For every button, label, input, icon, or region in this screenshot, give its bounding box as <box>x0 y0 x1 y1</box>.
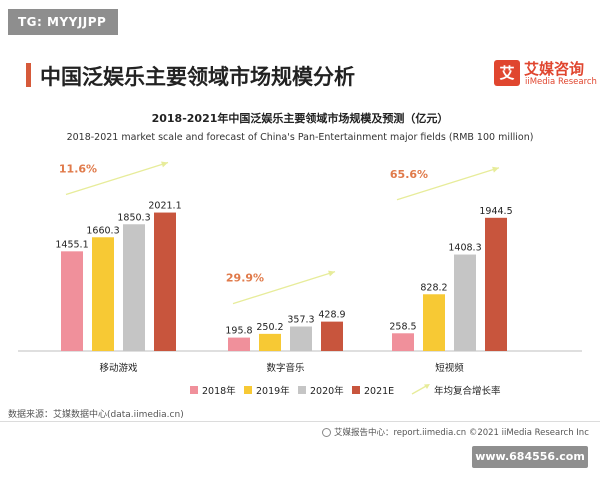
legend-swatch-3 <box>298 386 306 394</box>
data-label: 1408.3 <box>448 243 481 254</box>
growth-arrow-head <box>328 270 335 277</box>
growth-arrow-head <box>161 161 168 168</box>
data-source-text: 数据来源：艾媒数据中心(data.iimedia.cn) <box>8 410 184 420</box>
chart-title: 2018-2021年中国泛娱乐主要领域市场规模及预测（亿元） <box>152 111 449 125</box>
bar-1-4 <box>154 212 176 351</box>
title-accent-bar <box>26 63 31 87</box>
legend-growth-label: 年均复合增长率 <box>434 385 501 397</box>
bar-1-1 <box>61 251 83 351</box>
growth-arrow-line <box>232 271 336 305</box>
legend-growth-arrow-head <box>424 384 430 389</box>
brand-name-en: iiMedia Research <box>525 77 597 87</box>
legend-label: 2019年 <box>256 385 290 397</box>
bar-2-3 <box>290 326 312 351</box>
brand-mark-icon: 艾 <box>494 60 520 86</box>
legend-swatch-2 <box>244 386 252 394</box>
category-label: 移动游戏 <box>99 362 138 374</box>
data-label: 195.8 <box>225 326 252 337</box>
legend-swatch-1 <box>190 386 198 394</box>
bar-1-2 <box>92 237 114 351</box>
data-label: 1455.1 <box>55 239 88 250</box>
data-label: 2021.1 <box>148 201 181 212</box>
data-label: 1660.3 <box>86 225 119 236</box>
bar-3-4 <box>485 217 507 351</box>
legend-label: 2021E <box>364 386 394 397</box>
bar-2-2 <box>259 333 281 351</box>
growth-arrow-line <box>65 161 169 196</box>
growth-rate-label: 11.6% <box>59 163 97 176</box>
report-center-text: 艾媒报告中心：report.iimedia.cn ©2021 iiMedia R… <box>322 426 589 438</box>
growth-arrow-line <box>396 167 500 201</box>
category-label: 数字音乐 <box>266 362 305 374</box>
growth-rate-label: 65.6% <box>390 168 428 181</box>
data-label: 1944.5 <box>479 206 512 217</box>
data-label: 357.3 <box>287 315 314 326</box>
legend-swatch-4 <box>352 386 360 394</box>
bar-3-3 <box>454 254 476 351</box>
data-label: 258.5 <box>389 321 416 332</box>
page-title: 中国泛娱乐主要领域市场规模分析 <box>40 65 355 89</box>
legend-label: 2020年 <box>310 385 344 397</box>
chart-subtitle: 2018-2021 market scale and forecast of C… <box>67 132 534 143</box>
copyright-icon <box>322 428 331 437</box>
bar-3-2 <box>423 294 445 351</box>
data-label: 428.9 <box>318 310 345 321</box>
footer-divider <box>0 421 600 422</box>
category-label: 短视频 <box>435 362 464 374</box>
bar-2-4 <box>321 321 343 351</box>
brand-name-cn: 艾媒咨询 <box>524 60 585 78</box>
bar-1-3 <box>123 224 145 351</box>
data-label: 828.2 <box>420 282 447 293</box>
growth-arrow-head <box>492 166 499 173</box>
data-label: 250.2 <box>256 322 283 333</box>
url-watermark: www.684556.com <box>472 446 588 468</box>
report-center-label: 艾媒报告中心：report.iimedia.cn ©2021 iiMedia R… <box>334 428 589 438</box>
legend-label: 2018年 <box>202 385 236 397</box>
watermark-tag: TG: MYYJJPP <box>8 9 118 35</box>
bar-2-1 <box>228 337 250 351</box>
data-label: 1850.3 <box>117 212 150 223</box>
bar-3-1 <box>392 333 414 351</box>
growth-rate-label: 29.9% <box>226 272 264 285</box>
